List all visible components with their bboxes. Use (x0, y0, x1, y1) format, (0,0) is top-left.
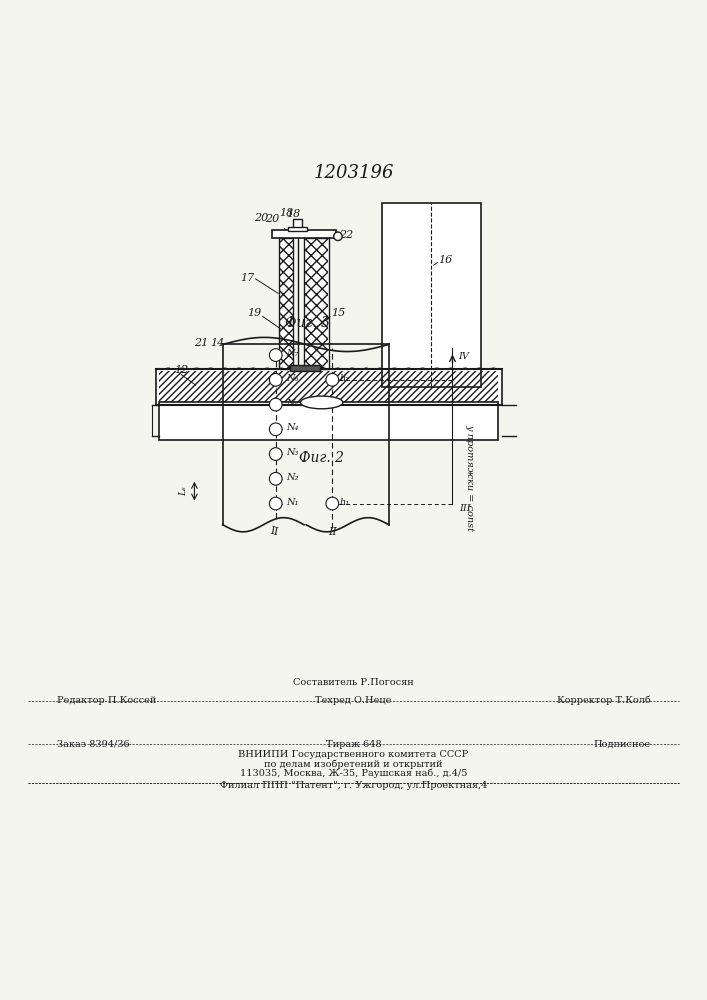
Text: Lₛ: Lₛ (180, 486, 188, 496)
Bar (290, 365, 320, 371)
Text: II: II (328, 527, 337, 537)
Text: 21: 21 (194, 338, 209, 348)
Text: N₅: N₅ (286, 399, 299, 408)
Text: 16: 16 (438, 255, 452, 265)
Circle shape (269, 423, 282, 436)
Bar (305, 239, 328, 368)
Circle shape (269, 497, 282, 510)
Text: 15: 15 (331, 308, 345, 318)
Text: N₄: N₄ (286, 423, 299, 432)
Text: Тираж 648: Тираж 648 (326, 740, 381, 749)
Bar (159, 371, 498, 402)
Text: 20: 20 (265, 214, 288, 231)
Text: 17: 17 (240, 273, 255, 283)
Text: IV: IV (458, 352, 469, 361)
Text: 20: 20 (255, 213, 269, 223)
Bar (279, 238, 293, 369)
Text: Филиал ППП "Патент", г. Ужгород, ул.Проектная,4: Филиал ППП "Патент", г. Ужгород, ул.Прое… (220, 781, 487, 790)
Circle shape (269, 373, 282, 386)
Text: 1203196: 1203196 (313, 164, 394, 182)
Text: Редактор П.Коссей: Редактор П.Коссей (57, 696, 156, 705)
Circle shape (326, 497, 339, 510)
Text: 22: 22 (339, 230, 354, 240)
Text: Подписное: Подписное (593, 740, 650, 749)
Circle shape (326, 373, 339, 386)
Bar (272, 230, 336, 238)
Text: h₂: h₂ (339, 374, 349, 383)
Text: 18: 18 (286, 209, 300, 227)
Text: N₃: N₃ (286, 448, 299, 457)
Text: 14: 14 (211, 338, 225, 348)
Bar (304, 238, 329, 369)
Circle shape (334, 232, 342, 241)
Circle shape (269, 398, 282, 411)
Text: ВНИИПИ Государственного комитета СССР: ВНИИПИ Государственного комитета СССР (238, 750, 469, 759)
Text: I: I (270, 526, 274, 536)
Text: h₁: h₁ (339, 498, 349, 507)
Text: 19: 19 (247, 308, 262, 318)
Text: N₁: N₁ (286, 498, 299, 507)
Text: Составитель Р.Погосян: Составитель Р.Погосян (293, 678, 414, 687)
Bar (156, 369, 502, 405)
Text: N₂: N₂ (286, 473, 299, 482)
Text: N₇: N₇ (286, 349, 299, 358)
Text: 12: 12 (175, 365, 189, 375)
Text: Заказ 8394/36: Заказ 8394/36 (57, 740, 129, 749)
Text: 18: 18 (279, 208, 293, 218)
Bar (280, 239, 293, 368)
Bar (159, 402, 498, 440)
Circle shape (269, 349, 282, 361)
Bar (382, 203, 481, 387)
Text: по делам изобретений и открытий: по делам изобретений и открытий (264, 759, 443, 769)
Text: Корректор Т.Колб: Корректор Т.Колб (556, 696, 650, 705)
Text: у протяжки = const: у протяжки = const (466, 424, 474, 531)
Text: Фиг. 2: Фиг. 2 (299, 451, 344, 465)
Text: Техред О.Неце: Техред О.Неце (315, 696, 392, 705)
Circle shape (269, 448, 282, 460)
Bar (293, 219, 302, 230)
Text: III: III (460, 504, 471, 513)
Text: Фиг. 3: Фиг. 3 (285, 316, 330, 330)
Circle shape (269, 472, 282, 485)
Text: 113035, Москва, Ж-35, Раушская наб., д.4/5: 113035, Москва, Ж-35, Раушская наб., д.4… (240, 768, 467, 778)
Bar (288, 227, 307, 231)
Text: I: I (274, 527, 278, 537)
Text: N₆: N₆ (286, 374, 299, 383)
Ellipse shape (300, 396, 343, 409)
